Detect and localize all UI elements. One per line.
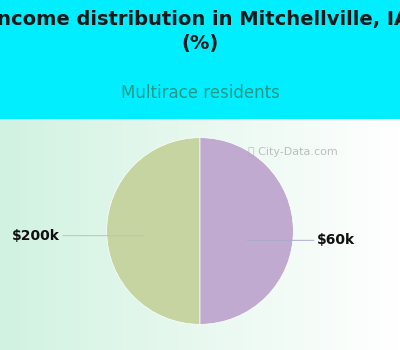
Text: Multirace residents: Multirace residents [120,84,280,102]
Text: Income distribution in Mitchellville, IA
(%): Income distribution in Mitchellville, IA… [0,10,400,53]
Wedge shape [200,138,293,324]
Text: ⓘ City-Data.com: ⓘ City-Data.com [248,147,338,157]
Text: $60k: $60k [247,233,355,247]
Text: $200k: $200k [12,229,144,243]
Wedge shape [107,138,200,324]
